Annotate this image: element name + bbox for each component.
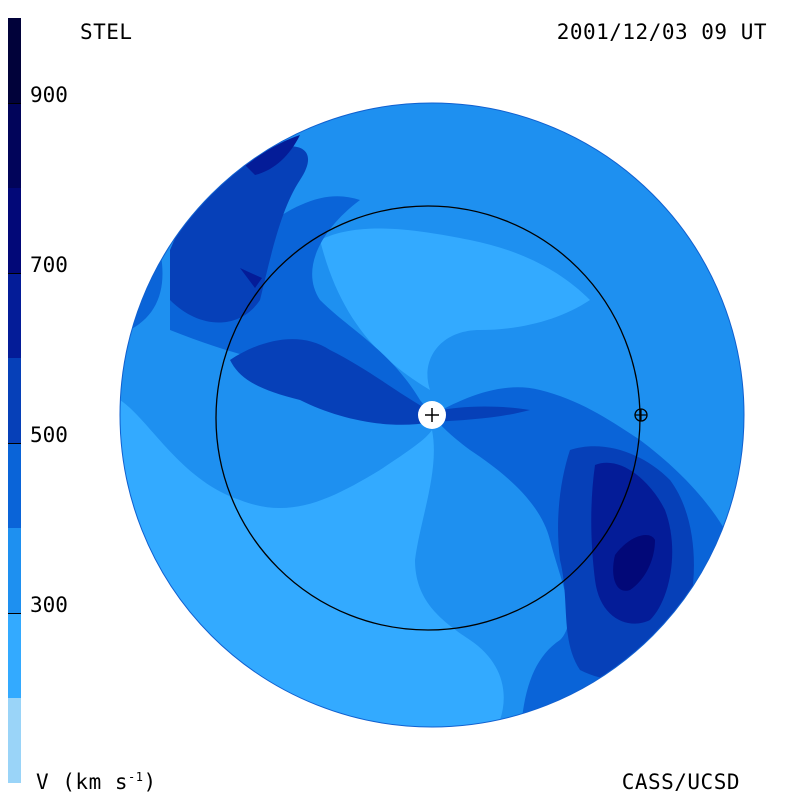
region-500-arm: [230, 339, 530, 425]
colorbar-band-6: [8, 528, 21, 613]
colorbar-band-1: [8, 103, 21, 188]
region-200-center: [320, 228, 590, 390]
earth-orbit: [215, 205, 641, 631]
colorbar-band-4: [8, 358, 21, 443]
tick-label-500: 500: [30, 423, 68, 447]
colorbar-band-3: [8, 273, 21, 358]
earth-marker: [634, 408, 648, 422]
units-label: V (km s-1): [36, 770, 157, 794]
credit-label: CASS/UCSD: [621, 770, 740, 794]
colorbar-band-0: [8, 18, 21, 103]
region-600-spot: [240, 268, 262, 288]
region-500-nw: [170, 146, 309, 323]
tick-label-700: 700: [30, 253, 68, 277]
map-boundary: [119, 102, 745, 728]
tick-mark-500: [8, 443, 21, 444]
observatory-label: STEL: [80, 20, 133, 44]
sun-marker: [418, 401, 446, 429]
tick-mark-900: [8, 103, 21, 104]
region-700-core: [613, 535, 655, 591]
region-600-north: [245, 135, 300, 175]
tick-mark-300: [8, 613, 21, 614]
velocity-color-scale: [8, 18, 21, 783]
region-400-spiral: [170, 196, 432, 415]
colorbar-band-2: [8, 188, 21, 273]
tick-label-900: 900: [30, 83, 68, 107]
timestamp-label: 2001/12/03 09 UT: [556, 20, 767, 44]
tick-mark-700: [8, 273, 21, 274]
colorbar-band-8: [8, 698, 21, 783]
tick-label-300: 300: [30, 593, 68, 617]
colorbar-band-5: [8, 443, 21, 528]
colorbar-band-7: [8, 613, 21, 698]
